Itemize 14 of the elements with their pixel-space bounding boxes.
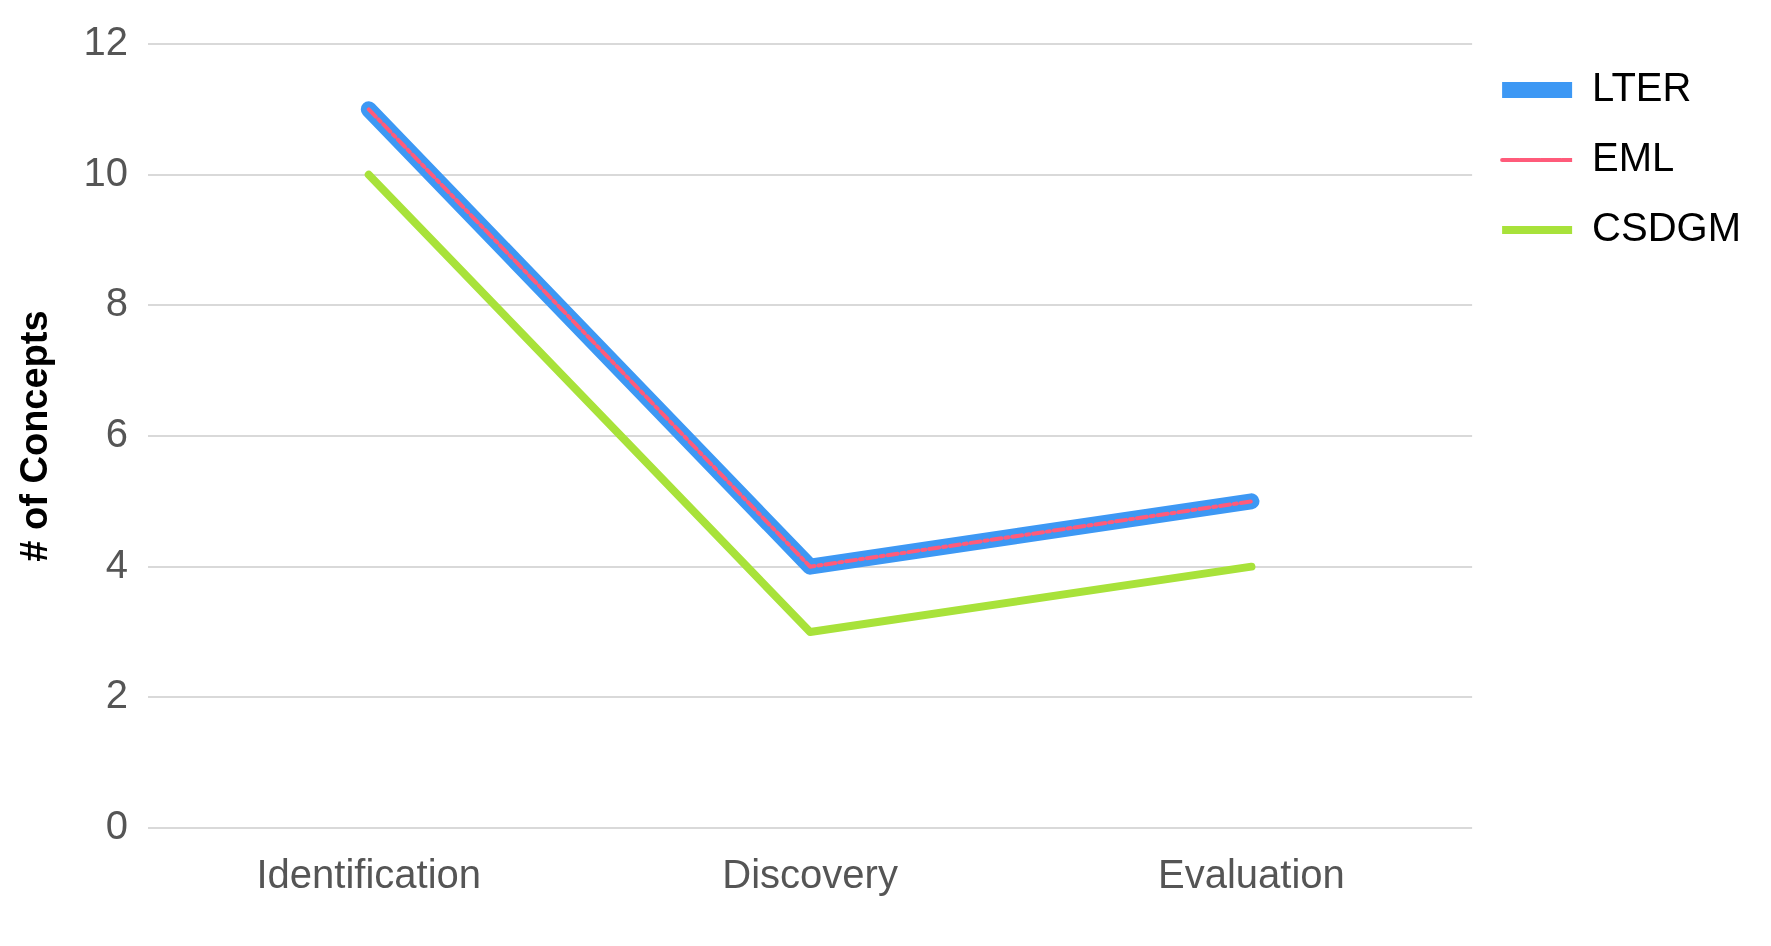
- y-tick-label: 6: [105, 411, 129, 456]
- y-tick-label: 0: [105, 803, 129, 848]
- y-axis-title: # of Concepts: [13, 310, 56, 562]
- x-tick-label: Identification: [256, 852, 482, 897]
- y-tick-label: 4: [105, 541, 129, 586]
- y-tick-label: 8: [105, 280, 129, 325]
- x-tick-label: Discovery: [722, 852, 898, 897]
- legend-label: CSDGM: [1592, 205, 1741, 250]
- x-tick-label: Evaluation: [1158, 852, 1345, 897]
- legend-label: LTER: [1592, 65, 1692, 110]
- y-tick-label: 12: [83, 19, 129, 64]
- y-tick-label: 2: [105, 672, 129, 717]
- legend-label: EML: [1592, 135, 1675, 180]
- y-tick-label: 10: [83, 149, 129, 194]
